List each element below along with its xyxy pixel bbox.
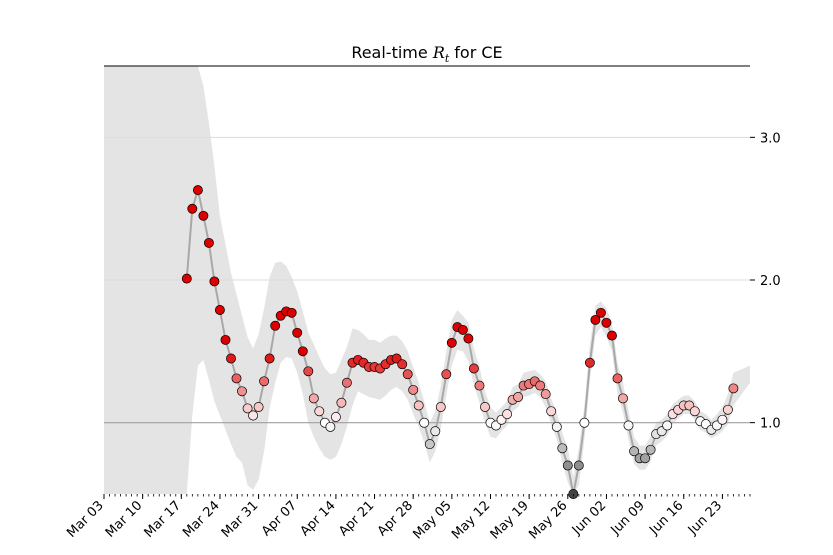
data-point <box>231 373 242 384</box>
data-point <box>341 377 352 388</box>
x-tick-label: Mar 03 <box>64 498 107 541</box>
x-tick-label: Jun 16 <box>646 498 686 538</box>
data-point <box>430 426 441 437</box>
data-point <box>419 417 430 428</box>
data-point <box>573 460 584 471</box>
data-point <box>264 353 275 364</box>
data-point <box>468 363 479 374</box>
y-tick-label: 1.0 <box>760 417 781 432</box>
y-tick-label: 3.0 <box>760 131 781 146</box>
data-point <box>535 380 546 391</box>
data-point <box>584 357 595 368</box>
x-tick-label: Mar 17 <box>142 498 185 541</box>
x-tick-label: May 05 <box>410 498 454 542</box>
data-point <box>330 412 341 422</box>
data-point <box>579 417 590 428</box>
data-point <box>546 406 557 417</box>
x-tick-label: Apr 07 <box>259 498 300 539</box>
data-point <box>181 273 192 284</box>
data-point <box>601 317 612 328</box>
data-point <box>203 237 214 248</box>
data-point <box>662 420 673 431</box>
data-point <box>408 384 419 395</box>
data-point-layer <box>181 185 739 499</box>
data-point <box>463 333 474 344</box>
data-point <box>253 402 264 412</box>
data-point <box>220 334 231 345</box>
x-tick-label: Mar 10 <box>103 498 146 541</box>
data-point <box>446 337 457 348</box>
data-point <box>441 369 452 380</box>
y-axis: 1.0 2.0 3.0 <box>750 131 781 432</box>
data-point <box>397 359 408 370</box>
x-tick-label: Jun 23 <box>685 498 725 538</box>
data-point <box>480 402 490 412</box>
data-point <box>214 305 225 315</box>
data-point <box>717 414 728 425</box>
data-point <box>623 420 634 431</box>
data-point <box>557 443 568 454</box>
data-point <box>292 327 303 338</box>
chart-title: Real-time Rt for CE <box>351 43 502 65</box>
x-tick-label: Apr 14 <box>298 498 339 539</box>
x-tick-label: May 26 <box>526 498 570 542</box>
data-point <box>402 369 413 380</box>
data-point <box>237 386 247 397</box>
data-point <box>192 185 203 196</box>
data-point <box>689 406 700 417</box>
data-point <box>435 402 446 412</box>
data-point <box>728 383 739 394</box>
data-point <box>325 421 336 432</box>
data-point <box>474 380 485 391</box>
data-point <box>640 453 651 464</box>
data-point <box>607 330 617 341</box>
data-point <box>424 439 435 450</box>
x-tick-label: Mar 24 <box>180 498 223 541</box>
data-point <box>618 393 628 404</box>
x-tick-label: Mar 31 <box>219 498 262 541</box>
data-point <box>198 210 209 221</box>
data-point <box>413 400 424 411</box>
data-point <box>259 376 270 387</box>
data-point <box>270 320 281 331</box>
x-tick-label: May 19 <box>488 498 532 542</box>
data-point <box>314 406 325 417</box>
data-point <box>457 324 468 335</box>
x-tick-label: Jun 02 <box>569 498 609 538</box>
y-tick-label: 2.0 <box>760 274 781 289</box>
data-point <box>303 366 314 377</box>
data-point <box>226 353 236 364</box>
data-point <box>540 389 551 400</box>
data-point <box>612 373 623 384</box>
x-tick-label: Jun 09 <box>608 498 648 538</box>
data-point <box>551 421 562 432</box>
data-point <box>722 404 733 415</box>
data-point <box>336 397 347 408</box>
data-point <box>248 410 259 421</box>
data-point <box>187 203 198 214</box>
data-point <box>297 346 308 357</box>
data-point <box>562 460 573 471</box>
chart-title-text: Real-time Rt for CE <box>351 43 502 65</box>
data-point <box>513 392 524 402</box>
x-tick-label: Apr 21 <box>336 498 377 539</box>
x-tick-label: Apr 28 <box>375 498 416 539</box>
data-point <box>242 403 253 414</box>
data-point <box>502 409 513 420</box>
data-point <box>286 307 297 318</box>
data-point <box>209 276 220 287</box>
x-tick-label: May 12 <box>449 498 493 542</box>
data-point <box>308 393 319 404</box>
data-point <box>590 314 601 325</box>
data-point <box>645 444 656 455</box>
data-point <box>629 446 640 457</box>
data-point <box>595 307 606 318</box>
